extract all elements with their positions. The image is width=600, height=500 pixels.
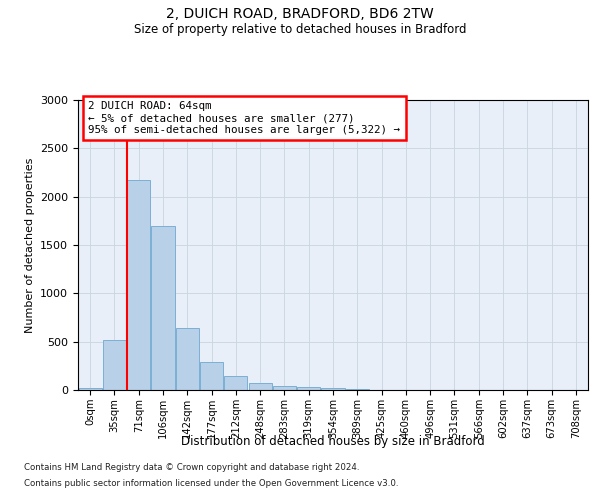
Bar bbox=[200, 362, 223, 390]
Bar bbox=[79, 388, 101, 390]
Bar bbox=[224, 376, 247, 390]
Bar bbox=[127, 180, 150, 390]
Bar bbox=[103, 340, 126, 390]
Text: Size of property relative to detached houses in Bradford: Size of property relative to detached ho… bbox=[134, 22, 466, 36]
Bar bbox=[273, 386, 296, 390]
Bar bbox=[297, 387, 320, 390]
Bar bbox=[248, 383, 272, 390]
Bar bbox=[346, 388, 369, 390]
Bar bbox=[322, 388, 344, 390]
Y-axis label: Number of detached properties: Number of detached properties bbox=[25, 158, 35, 332]
Bar bbox=[176, 328, 199, 390]
Bar bbox=[151, 226, 175, 390]
Text: Contains HM Land Registry data © Crown copyright and database right 2024.: Contains HM Land Registry data © Crown c… bbox=[24, 464, 359, 472]
Text: 2 DUICH ROAD: 64sqm
← 5% of detached houses are smaller (277)
95% of semi-detach: 2 DUICH ROAD: 64sqm ← 5% of detached hou… bbox=[88, 102, 400, 134]
Text: Contains public sector information licensed under the Open Government Licence v3: Contains public sector information licen… bbox=[24, 478, 398, 488]
Text: 2, DUICH ROAD, BRADFORD, BD6 2TW: 2, DUICH ROAD, BRADFORD, BD6 2TW bbox=[166, 8, 434, 22]
Text: Distribution of detached houses by size in Bradford: Distribution of detached houses by size … bbox=[181, 435, 485, 448]
